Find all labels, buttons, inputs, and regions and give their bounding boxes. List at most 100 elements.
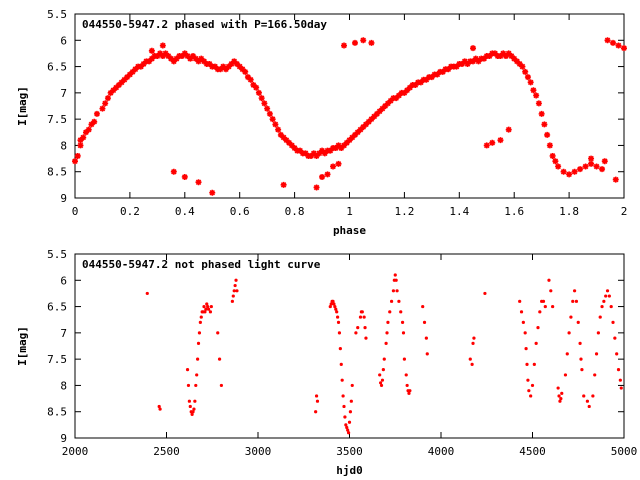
data-point bbox=[336, 320, 341, 324]
x-tick-label: 0.8 bbox=[285, 205, 305, 218]
data-point bbox=[275, 126, 282, 133]
data-point bbox=[475, 58, 482, 65]
data-point bbox=[319, 147, 326, 154]
y-tick-label: 8 bbox=[60, 139, 67, 152]
data-point bbox=[373, 110, 380, 117]
data-point bbox=[611, 320, 615, 324]
data-point bbox=[192, 55, 199, 62]
data-point bbox=[362, 315, 366, 319]
data-point bbox=[231, 294, 235, 298]
chart-title: 044550-5947.2 not phased light curve bbox=[82, 258, 321, 271]
data-point bbox=[549, 152, 556, 159]
data-point bbox=[343, 139, 350, 146]
data-point bbox=[72, 158, 78, 165]
y-axis-label: I[mag] bbox=[16, 326, 29, 366]
data-point bbox=[77, 137, 84, 144]
data-point bbox=[461, 58, 468, 65]
data-point bbox=[544, 131, 551, 138]
data-point bbox=[233, 283, 237, 288]
data-point bbox=[358, 315, 363, 319]
data-point bbox=[439, 68, 446, 75]
data-point bbox=[354, 331, 358, 335]
data-point bbox=[158, 407, 162, 411]
data-point bbox=[534, 341, 538, 345]
data-point bbox=[470, 362, 474, 366]
y-tick-label: 5.5 bbox=[47, 8, 67, 21]
data-point bbox=[470, 45, 477, 52]
data-point bbox=[580, 368, 584, 372]
y-tick-label: 6.5 bbox=[47, 61, 67, 74]
data-point bbox=[148, 55, 155, 62]
data-point bbox=[422, 320, 427, 324]
data-point bbox=[399, 310, 403, 314]
data-point bbox=[563, 373, 568, 377]
data-point bbox=[110, 87, 117, 94]
y-tick-label: 7 bbox=[60, 87, 67, 100]
data-point bbox=[351, 131, 358, 138]
x-tick-label: 1.6 bbox=[504, 205, 524, 218]
data-point bbox=[551, 304, 555, 309]
data-point bbox=[333, 304, 337, 309]
data-point bbox=[193, 399, 197, 403]
data-point bbox=[395, 289, 399, 293]
data-point bbox=[393, 95, 400, 102]
data-point bbox=[206, 60, 213, 67]
data-point bbox=[541, 299, 546, 303]
data-point bbox=[234, 278, 238, 282]
data-point bbox=[350, 383, 354, 388]
data-point bbox=[104, 95, 111, 102]
data-point bbox=[516, 60, 523, 67]
y-tick-label: 6 bbox=[60, 34, 67, 47]
data-point bbox=[588, 160, 595, 167]
data-point bbox=[567, 331, 571, 335]
data-point bbox=[591, 394, 595, 398]
data-point bbox=[518, 299, 522, 303]
data-point bbox=[195, 373, 199, 377]
data-point bbox=[386, 320, 390, 324]
data-point bbox=[291, 145, 298, 152]
data-point bbox=[332, 302, 336, 306]
data-point bbox=[124, 74, 131, 81]
x-tick-label: 2000 bbox=[62, 445, 89, 458]
data-point bbox=[453, 63, 460, 70]
data-point bbox=[407, 391, 411, 395]
data-point bbox=[342, 404, 346, 409]
data-point bbox=[121, 76, 128, 83]
data-point bbox=[145, 291, 149, 296]
data-point bbox=[538, 310, 542, 314]
data-point bbox=[195, 179, 202, 186]
data-point bbox=[185, 368, 190, 372]
y-tick-label: 7.5 bbox=[47, 353, 67, 366]
data-point bbox=[425, 352, 429, 356]
data-point bbox=[538, 110, 545, 117]
data-point bbox=[206, 304, 210, 309]
data-point bbox=[216, 331, 220, 335]
data-point bbox=[552, 158, 559, 165]
data-point bbox=[404, 87, 411, 94]
data-point bbox=[560, 168, 567, 175]
data-point bbox=[558, 399, 562, 403]
data-point bbox=[313, 184, 320, 191]
data-point bbox=[412, 81, 419, 88]
x-axis-label: phase bbox=[333, 224, 366, 237]
data-point bbox=[258, 95, 265, 102]
data-point bbox=[159, 53, 166, 60]
data-point bbox=[253, 84, 260, 91]
data-point bbox=[360, 124, 367, 131]
data-point bbox=[402, 357, 406, 361]
data-point bbox=[533, 92, 540, 99]
data-point bbox=[264, 105, 271, 112]
data-point bbox=[371, 113, 378, 120]
data-point bbox=[532, 362, 536, 366]
data-point bbox=[337, 331, 342, 335]
data-point bbox=[468, 357, 472, 361]
data-point bbox=[387, 97, 394, 104]
data-point bbox=[209, 189, 216, 196]
data-point bbox=[549, 289, 553, 293]
data-point bbox=[198, 55, 205, 62]
x-tick-label: 1.4 bbox=[449, 205, 469, 218]
data-point bbox=[168, 55, 175, 62]
data-point bbox=[154, 53, 161, 60]
data-point bbox=[530, 383, 535, 388]
data-point bbox=[511, 55, 518, 62]
